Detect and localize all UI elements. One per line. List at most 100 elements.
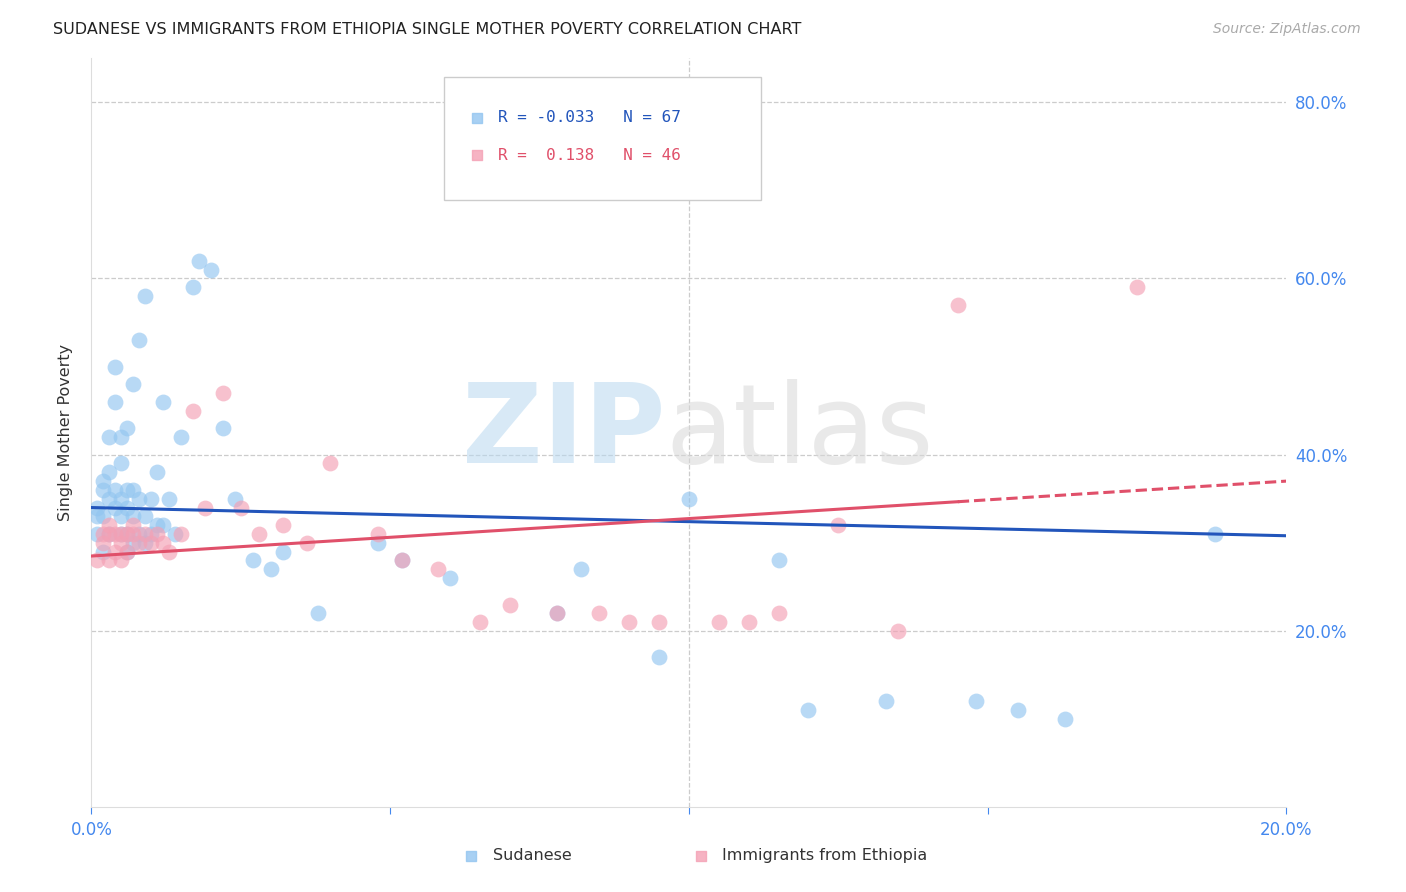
Point (367, 527, 389, 541)
Point (1204, 527, 1226, 541)
Point (98, 553, 121, 567)
Point (188, 253, 211, 268)
Point (104, 527, 127, 541)
Point (115, 483, 138, 497)
Point (439, 571, 461, 585)
Point (571, 562, 593, 576)
Point (619, 615, 641, 629)
Point (110, 553, 132, 567)
Point (152, 394, 174, 409)
Point (146, 465, 169, 479)
Point (98, 527, 121, 541)
Point (1007, 703, 1029, 717)
Point (768, 607, 790, 621)
Point (134, 536, 156, 550)
Point (141, 527, 163, 541)
Point (157, 544, 180, 558)
Point (93, 527, 115, 541)
Point (104, 544, 127, 558)
Point (170, 527, 193, 541)
Point (115, 527, 138, 541)
Point (115, 500, 138, 515)
Point (247, 527, 270, 541)
Point (98, 430, 121, 444)
Point (128, 527, 150, 541)
Text: Immigrants from Ethiopia: Immigrants from Ethiopia (723, 848, 928, 863)
Point (259, 562, 281, 576)
Point (707, 615, 730, 629)
Point (1126, 280, 1149, 294)
Point (110, 536, 132, 550)
Point (110, 430, 132, 444)
Point (86, 553, 108, 567)
Point (93, 509, 115, 524)
Point (170, 430, 193, 444)
Point (1054, 712, 1077, 726)
Point (110, 457, 132, 471)
Point (319, 457, 342, 471)
Point (122, 377, 145, 392)
Point (93, 536, 115, 550)
FancyBboxPatch shape (444, 77, 761, 201)
Point (115, 544, 138, 558)
Text: ZIP: ZIP (461, 379, 665, 486)
Point (110, 527, 132, 541)
Point (768, 553, 790, 567)
Point (93, 544, 115, 558)
Text: SUDANESE VS IMMIGRANTS FROM ETHIOPIA SINGLE MOTHER POVERTY CORRELATION CHART: SUDANESE VS IMMIGRANTS FROM ETHIOPIA SIN… (53, 22, 801, 37)
Point (391, 553, 413, 567)
Point (110, 527, 132, 541)
Text: atlas: atlas (665, 379, 934, 486)
Text: Sudanese: Sudanese (494, 848, 572, 863)
Point (648, 650, 671, 665)
Point (98, 491, 121, 506)
Point (86, 527, 108, 541)
Point (391, 553, 413, 567)
Point (128, 333, 150, 347)
Point (115, 421, 138, 435)
Point (115, 544, 138, 558)
Point (134, 289, 156, 303)
Point (547, 607, 569, 621)
Point (110, 491, 132, 506)
Point (678, 491, 700, 506)
Point (887, 624, 910, 638)
Point (128, 491, 150, 506)
Point (827, 518, 849, 533)
Point (200, 262, 222, 277)
Point (98, 518, 121, 533)
Point (194, 500, 217, 515)
Point (242, 553, 264, 567)
Point (271, 518, 294, 533)
Point (141, 491, 163, 506)
Point (122, 518, 145, 533)
Point (141, 536, 163, 550)
Point (588, 607, 610, 621)
Point (295, 536, 318, 550)
Point (86, 509, 108, 524)
Point (271, 544, 294, 558)
Point (737, 615, 759, 629)
Point (163, 527, 186, 541)
Point (211, 421, 233, 435)
Point (146, 527, 169, 541)
Point (134, 527, 156, 541)
Text: Source: ZipAtlas.com: Source: ZipAtlas.com (1213, 22, 1361, 37)
Text: R = -0.033   N = 67: R = -0.033 N = 67 (498, 111, 681, 126)
Point (468, 615, 491, 629)
Point (211, 386, 233, 401)
Point (181, 403, 204, 417)
Point (797, 703, 820, 717)
Point (110, 509, 132, 524)
Point (98, 465, 121, 479)
Point (104, 359, 127, 374)
Point (307, 607, 329, 621)
Point (134, 509, 156, 524)
Point (104, 394, 127, 409)
Point (499, 598, 522, 612)
Point (98, 527, 121, 541)
Point (104, 500, 127, 515)
Point (122, 527, 145, 541)
Point (93, 483, 115, 497)
Point (152, 518, 174, 533)
